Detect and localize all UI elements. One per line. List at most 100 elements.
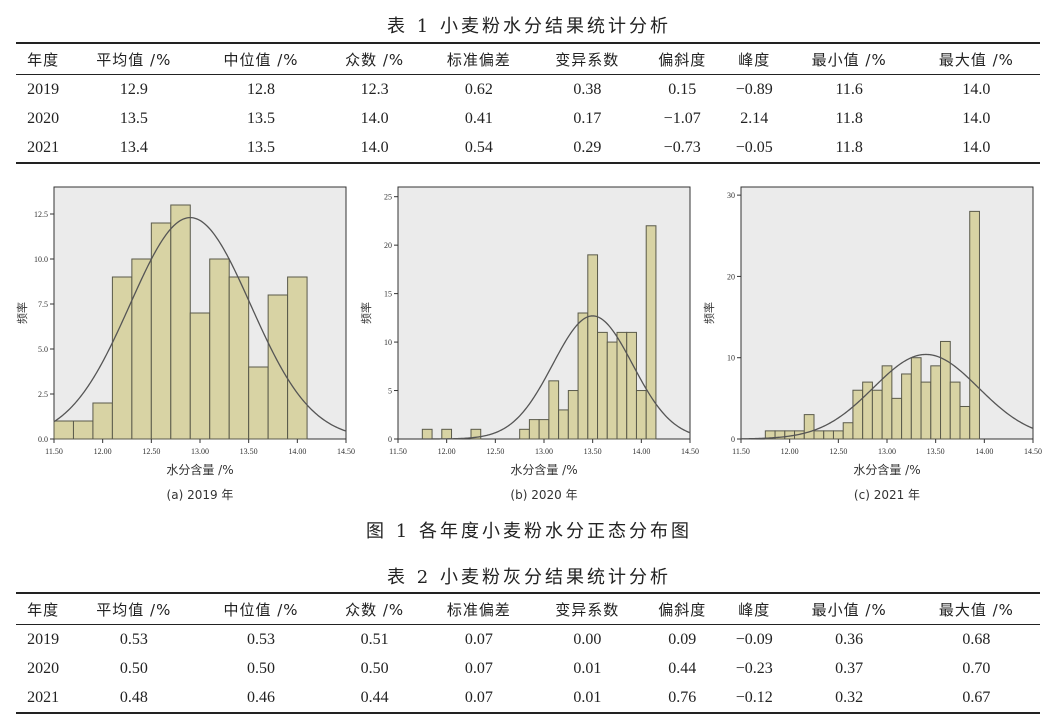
x-tick-label: 14.00 <box>288 447 306 456</box>
table-cell: 14.0 <box>360 109 389 127</box>
table-cell: 0.07 <box>464 659 493 677</box>
y-tick-label: 10 <box>727 354 735 363</box>
table-cell: 2.14 <box>740 109 769 127</box>
y-tick-label: 20 <box>727 272 735 281</box>
histogram-bar <box>72 420 94 440</box>
histogram-bar <box>567 390 579 440</box>
table-cell: 12.8 <box>246 80 275 98</box>
table-cell: 2019 <box>27 80 60 98</box>
histogram-bar <box>635 390 647 440</box>
table-cell: 0.53 <box>119 630 148 648</box>
histogram-bar <box>470 428 482 440</box>
column-header: 中位值 /% <box>223 600 299 619</box>
column-header: 平均值 /% <box>96 600 172 619</box>
column-header: 标准偏差 <box>446 600 511 619</box>
table-cell: 2021 <box>27 688 60 706</box>
histogram-bar <box>248 366 269 440</box>
histogram-bar <box>823 430 834 440</box>
histogram-bar <box>901 373 912 440</box>
histogram-bar <box>421 428 433 440</box>
y-tick-label: 12.5 <box>34 210 48 219</box>
table-cell: 0.48 <box>119 688 148 706</box>
table-cell: −0.73 <box>663 138 701 156</box>
figure-caption: 图 1 各年度小麦粉水分正态分布图 <box>366 521 692 542</box>
table-cell: 0.50 <box>360 659 389 677</box>
table-cell: 0.01 <box>573 659 602 677</box>
y-tick-label: 20 <box>384 241 392 250</box>
histogram-bar <box>606 341 618 440</box>
table-cell: 0.07 <box>464 630 493 648</box>
table-cell: 2019 <box>27 630 60 648</box>
histogram-bar <box>597 331 608 440</box>
column-header: 最大值 /% <box>938 50 1014 69</box>
table-cell: 0.54 <box>464 138 493 156</box>
histogram-bar <box>228 276 250 440</box>
table-cell: 2021 <box>27 138 60 156</box>
table-cell: 14.0 <box>962 138 991 156</box>
x-axis-label: 水分含量 /% <box>510 462 577 477</box>
x-tick-label: 12.50 <box>829 447 847 456</box>
table2: 年度 平均值 /% 中位值 /% 众数 /% 标准偏差 变异系数 偏斜度 峰度 最小值 /% 最大… <box>16 592 1040 714</box>
y-tick-label: 15 <box>384 290 392 299</box>
table-header-row: 年度 平均值 /% 中位值 /% 众数 /% 标准偏差 变异系数 偏斜度 峰度 最小值 /% 最大… <box>16 593 1040 625</box>
table-cell: 2020 <box>27 659 60 677</box>
x-tick-label: 14.00 <box>632 447 650 456</box>
histogram-bar <box>852 389 864 440</box>
histogram-bar <box>871 389 883 440</box>
histogram-bar <box>959 405 971 440</box>
normal-curve <box>398 315 691 440</box>
subfigure-caption: (c) 2021 年 <box>854 488 920 502</box>
table-row: 2020 0.50 0.50 0.50 0.07 0.01 0.44 −0.23 0.37 0.7… <box>16 654 1040 683</box>
column-header: 最小值 /% <box>811 600 887 619</box>
histogram-bar <box>519 428 530 440</box>
x-axis-label: 水分含量 /% <box>853 462 920 477</box>
column-header: 中位值 /% <box>223 50 299 69</box>
x-tick-label: 12.00 <box>94 447 112 456</box>
table-cell: 0.68 <box>962 630 991 648</box>
table-cell: 0.32 <box>835 688 864 706</box>
histogram-bar <box>881 365 893 440</box>
table-cell: 2020 <box>27 109 60 127</box>
histogram-2019: 11.50 12.00 12.50 13.00 13.50 14.00 14.50 0.0 2.… <box>8 183 356 513</box>
table-cell: 13.4 <box>119 138 148 156</box>
histogram-bar <box>558 409 569 440</box>
table-cell: 0.07 <box>464 688 493 706</box>
table2-caption: 表 2 小麦粉灰分结果统计分析 <box>387 567 671 588</box>
histogram-bar <box>53 420 74 440</box>
histogram-bar <box>92 402 113 440</box>
x-tick-label: 11.50 <box>45 447 63 456</box>
histogram-bar <box>131 258 152 440</box>
y-tick-label: 7.5 <box>38 300 48 309</box>
table1: 年度 平均值 /% 中位值 /% 众数 /% 标准偏差 变异系数 偏斜度 峰度 最小值 /% 最大… <box>16 42 1040 164</box>
histogram-bar <box>150 222 172 440</box>
table-row: 2021 0.48 0.46 0.44 0.07 0.01 0.76 −0.12 0.32 0.6… <box>16 683 1040 713</box>
table-cell: 0.09 <box>668 630 697 648</box>
histogram-bar <box>920 381 932 440</box>
table-cell: 14.0 <box>360 138 389 156</box>
histogram-bar <box>441 428 453 440</box>
histogram-bar <box>842 422 854 440</box>
y-tick-label: 10 <box>384 338 392 347</box>
histogram-bar <box>209 258 230 440</box>
table-cell: 0.41 <box>464 109 493 127</box>
y-tick-label: 0 <box>731 435 735 444</box>
table-cell: 0.17 <box>573 109 602 127</box>
table-cell: −0.23 <box>735 659 773 677</box>
table-cell: 0.29 <box>573 138 602 156</box>
table1-caption: 表 1 小麦粉水分结果统计分析 <box>387 16 671 37</box>
table-cell: 0.53 <box>246 630 275 648</box>
table-cell: −0.89 <box>735 80 773 98</box>
column-header: 标准偏差 <box>446 50 511 69</box>
y-axis-label: 频率 <box>702 302 716 324</box>
histogram-bar <box>616 331 628 440</box>
x-tick-label: 13.00 <box>878 447 896 456</box>
histogram-bar <box>891 397 903 440</box>
column-header: 变异系数 <box>555 600 620 619</box>
table-cell: 0.38 <box>573 80 602 98</box>
histogram-bar <box>930 365 942 440</box>
table-row: 2021 13.4 13.5 14.0 0.54 0.29 −0.73 −0.05 11.8 14… <box>16 133 1040 163</box>
table-cell: −0.09 <box>735 630 773 648</box>
x-tick-label: 14.50 <box>1024 447 1042 456</box>
histogram-bar <box>940 340 951 440</box>
column-header: 峰度 <box>738 50 771 69</box>
